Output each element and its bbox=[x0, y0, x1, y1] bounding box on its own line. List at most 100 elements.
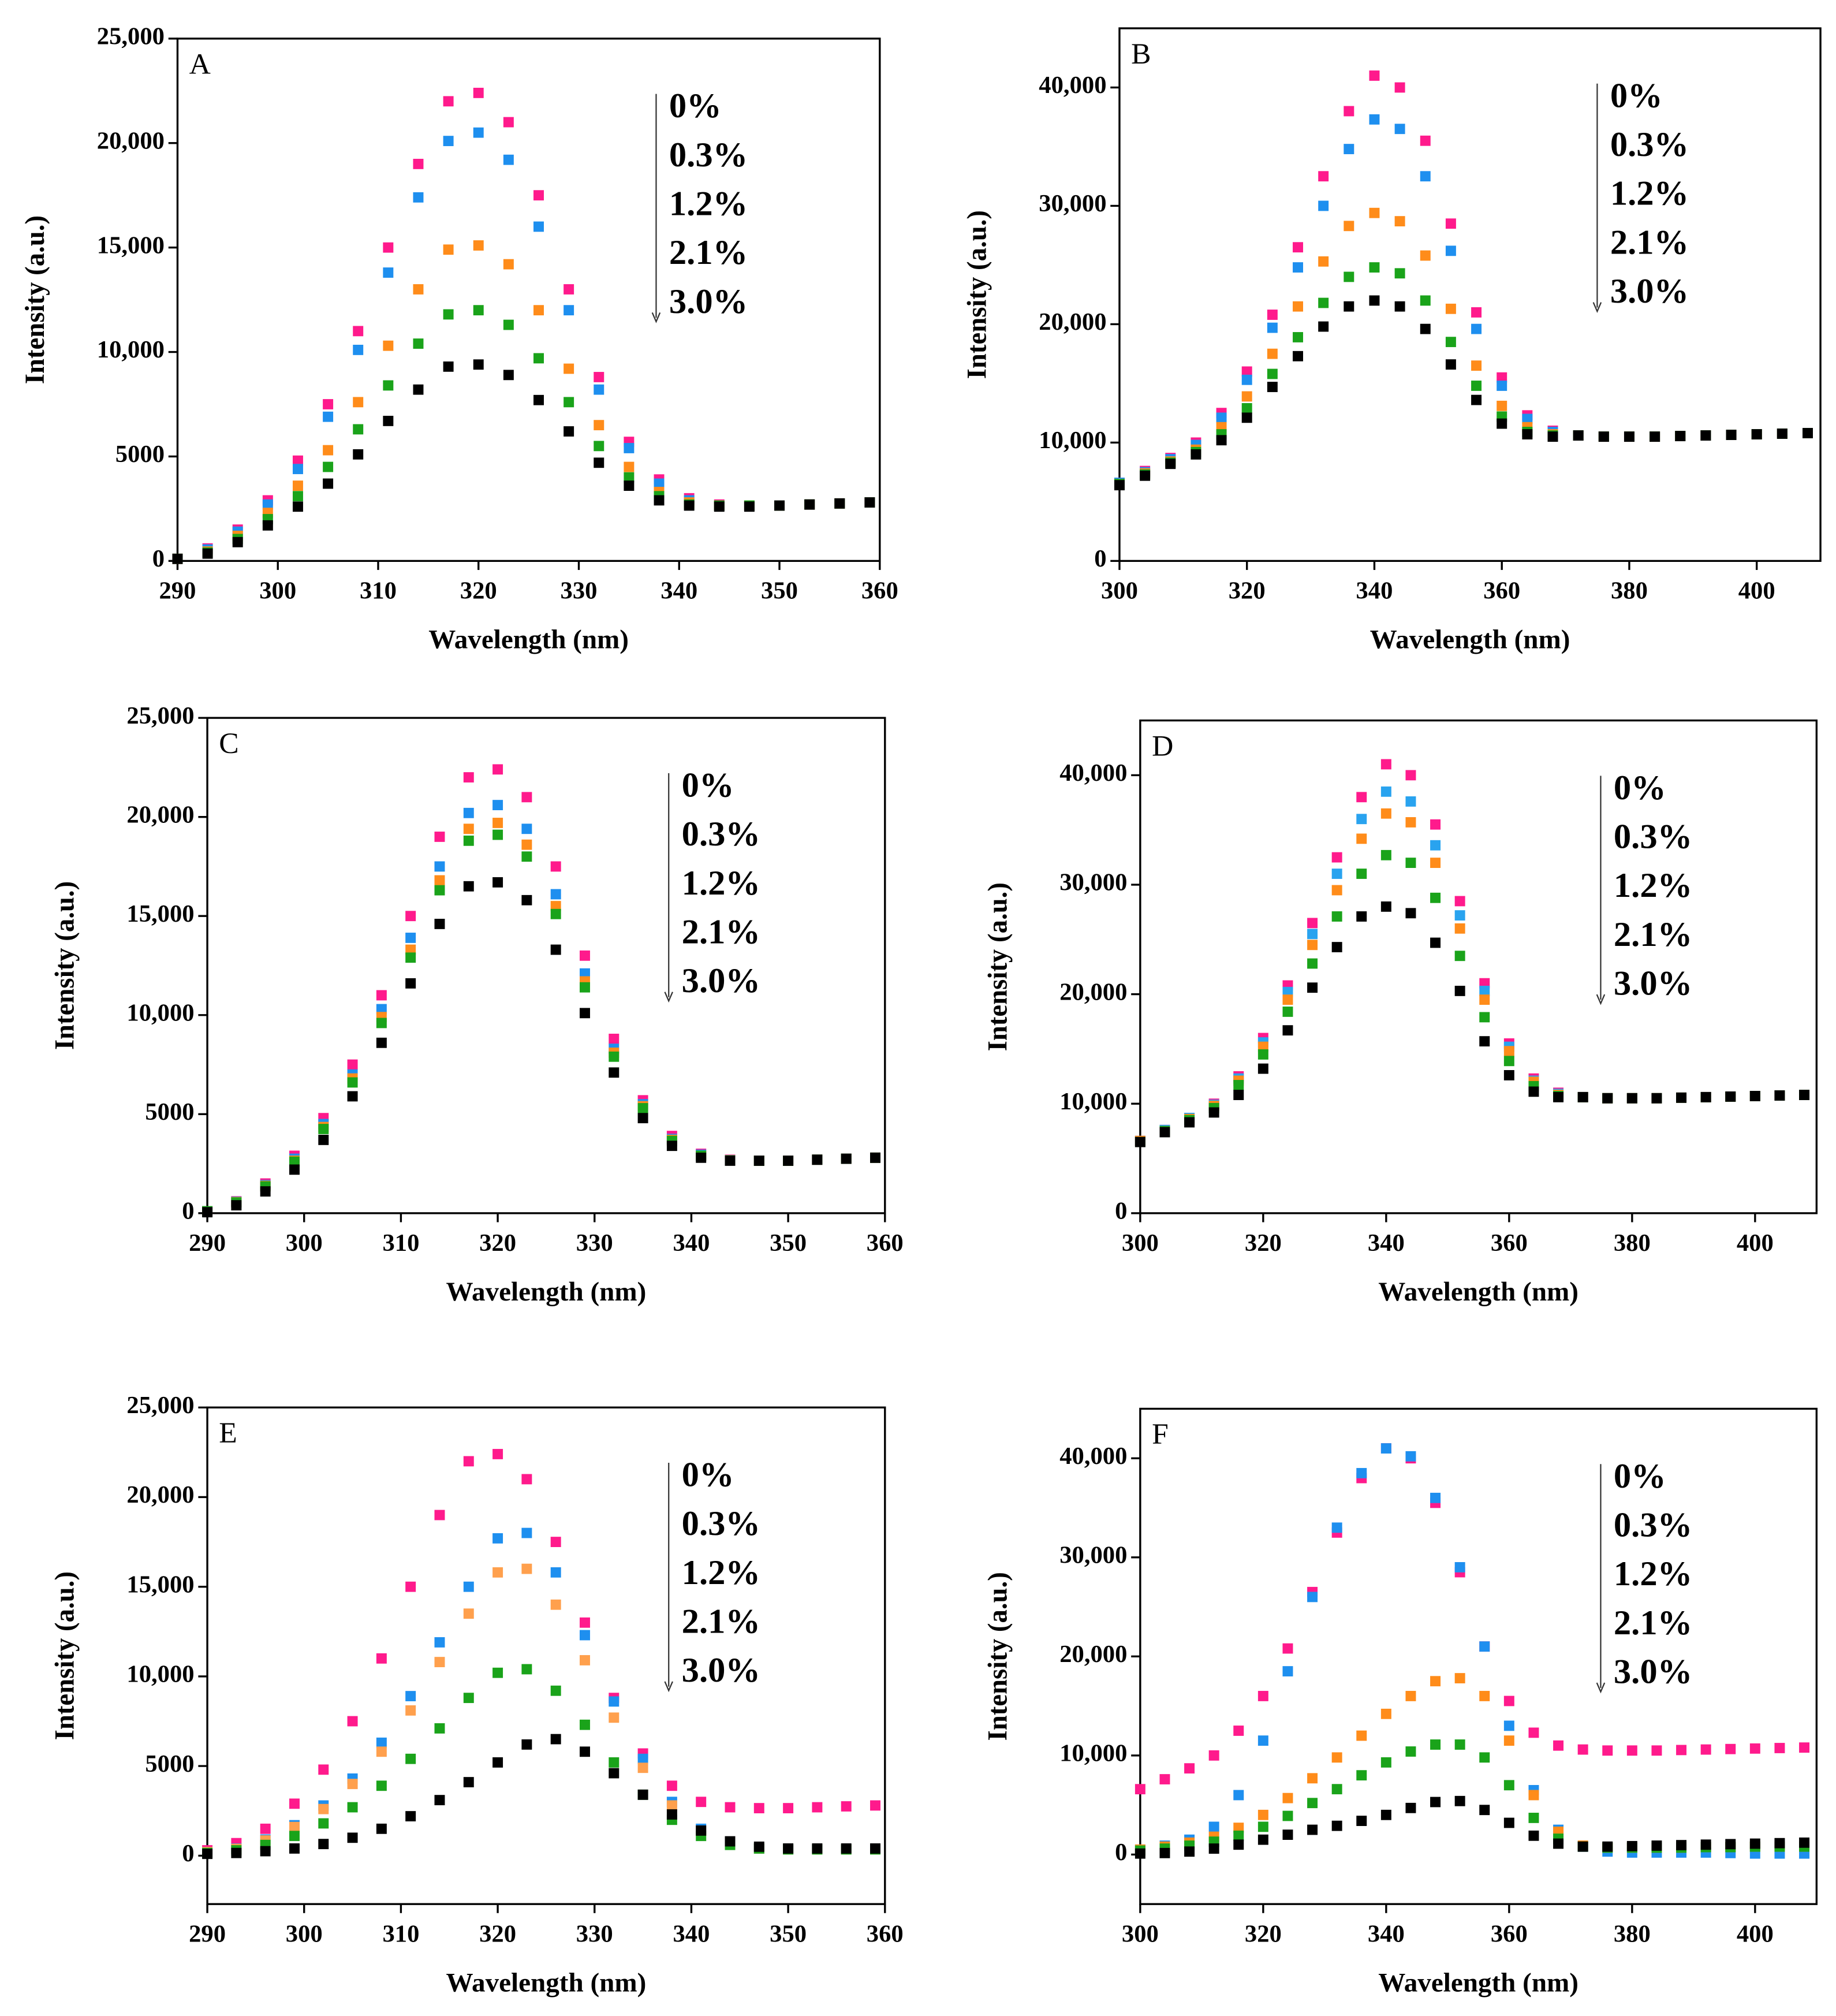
y-tick-label: 40,000 bbox=[1059, 759, 1127, 787]
y-axis-label: Intensity (a.u.) bbox=[983, 1572, 1013, 1741]
marker bbox=[580, 982, 590, 993]
markers bbox=[1135, 759, 1810, 1147]
marker bbox=[318, 1803, 329, 1814]
legend-label: 0% bbox=[1614, 769, 1666, 807]
legend-label: 0% bbox=[682, 766, 734, 805]
marker bbox=[1293, 332, 1303, 342]
marker bbox=[289, 1831, 300, 1842]
marker bbox=[1233, 1790, 1244, 1801]
marker bbox=[473, 359, 484, 370]
panel: 290 300 310 320 330 340 350 360 0 5000 10,000 15,00… bbox=[20, 23, 898, 655]
x-axis-label: Wavelength (nm) bbox=[428, 625, 629, 655]
y-tick-label: 25,000 bbox=[126, 1392, 194, 1419]
panel: 300 320 340 360 380 400 0 10,000 20,000 30,000 40,… bbox=[983, 1407, 1818, 1998]
marker bbox=[684, 500, 695, 511]
marker bbox=[609, 1034, 620, 1044]
marker bbox=[1430, 937, 1441, 948]
marker bbox=[725, 1836, 736, 1847]
legend-label: 3.0% bbox=[1614, 964, 1692, 1003]
marker bbox=[260, 1823, 271, 1834]
marker bbox=[492, 1667, 503, 1678]
marker bbox=[405, 944, 416, 955]
x-tick-label: 300 bbox=[259, 577, 296, 605]
x-axis-label: Wavelength (nm) bbox=[1378, 1277, 1578, 1307]
marker bbox=[260, 1846, 271, 1857]
marker bbox=[1369, 114, 1380, 125]
y-tick-label: 10,000 bbox=[97, 336, 165, 363]
marker bbox=[1553, 1740, 1564, 1751]
legend-label: 0.3% bbox=[1614, 1506, 1692, 1545]
marker bbox=[1749, 1743, 1760, 1754]
marker bbox=[492, 1567, 503, 1578]
marker bbox=[1267, 322, 1278, 333]
y-tick-label: 30,000 bbox=[1039, 190, 1106, 217]
marker bbox=[172, 553, 183, 564]
marker bbox=[1307, 982, 1318, 993]
marker bbox=[564, 284, 574, 295]
marker bbox=[1257, 1691, 1268, 1701]
marker bbox=[580, 950, 590, 961]
marker bbox=[521, 823, 532, 834]
marker bbox=[1651, 1840, 1662, 1851]
legend-arrow-head bbox=[1596, 1682, 1606, 1694]
marker bbox=[580, 1630, 590, 1641]
marker bbox=[1774, 1090, 1785, 1101]
panel-label: F bbox=[1152, 1418, 1169, 1451]
marker bbox=[521, 792, 532, 803]
marker bbox=[383, 267, 394, 278]
marker bbox=[1233, 1090, 1244, 1100]
x-tick-label: 300 bbox=[286, 1921, 323, 1948]
legend-label: 1.2% bbox=[1614, 1555, 1692, 1593]
marker bbox=[292, 455, 303, 466]
marker bbox=[1420, 250, 1431, 261]
marker bbox=[1675, 431, 1686, 442]
marker bbox=[1282, 1007, 1293, 1017]
marker bbox=[1651, 1745, 1662, 1756]
marker bbox=[1430, 840, 1441, 851]
marker bbox=[1369, 70, 1380, 81]
marker bbox=[1454, 896, 1465, 907]
marker bbox=[1479, 986, 1490, 996]
x-tick-label: 340 bbox=[1356, 577, 1393, 605]
marker bbox=[1344, 106, 1354, 117]
marker bbox=[1420, 323, 1431, 334]
legend-label: 0.3% bbox=[1614, 818, 1692, 856]
marker bbox=[1503, 1720, 1514, 1731]
marker bbox=[609, 1712, 620, 1723]
marker bbox=[753, 1841, 764, 1852]
marker bbox=[580, 1655, 590, 1665]
marker bbox=[1380, 1757, 1391, 1768]
marker bbox=[1420, 295, 1431, 306]
marker bbox=[347, 1077, 358, 1088]
x-tick-label: 360 bbox=[1491, 1229, 1528, 1257]
y-tick-label: 20,000 bbox=[126, 1481, 194, 1508]
marker bbox=[1479, 1805, 1490, 1816]
marker bbox=[434, 885, 445, 896]
marker bbox=[1208, 1821, 1219, 1832]
legend-label: 0.3% bbox=[669, 136, 748, 174]
marker bbox=[1445, 218, 1456, 229]
marker bbox=[1344, 221, 1354, 232]
marker bbox=[434, 1637, 445, 1648]
marker bbox=[405, 1705, 416, 1716]
marker bbox=[323, 478, 334, 489]
marker bbox=[783, 1803, 794, 1814]
marker bbox=[580, 1719, 590, 1730]
marker bbox=[841, 1153, 852, 1164]
marker bbox=[1497, 400, 1507, 411]
marker bbox=[1184, 1117, 1195, 1128]
marker bbox=[609, 1768, 620, 1779]
marker bbox=[1676, 1840, 1687, 1851]
marker bbox=[405, 1811, 416, 1821]
marker bbox=[413, 384, 424, 395]
marker bbox=[594, 372, 604, 382]
y-tick-label: 20,000 bbox=[126, 802, 194, 829]
marker bbox=[533, 394, 544, 405]
marker bbox=[1725, 1091, 1736, 1102]
marker bbox=[347, 1716, 358, 1727]
marker bbox=[405, 1691, 416, 1701]
marker bbox=[550, 908, 561, 919]
panel: 300 320 340 360 380 400 0 10,000 20,000 30,000 40,… bbox=[962, 27, 1822, 654]
marker bbox=[473, 127, 484, 138]
marker bbox=[1503, 1046, 1514, 1057]
